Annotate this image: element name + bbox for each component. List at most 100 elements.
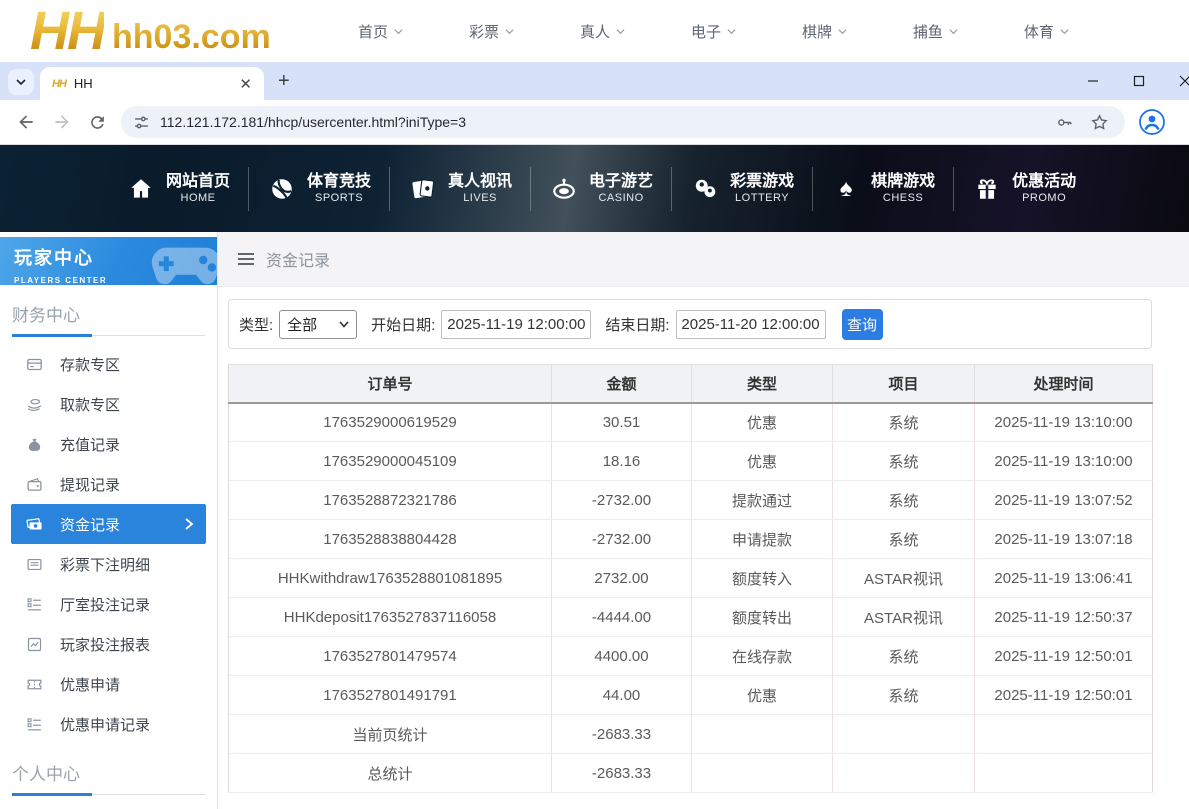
hero-nav-item-home[interactable]: 网站首页 HOME [108,172,248,206]
sidebar-item-message-notice[interactable]: 消息公告 [0,803,217,809]
end-date-input[interactable] [675,309,826,339]
sidebar-item-player-bet-report[interactable]: 玩家投注报表 [0,624,217,664]
table-row: 总统计 -2683.33 [228,753,1153,793]
back-button[interactable] [16,112,36,132]
cell-type: 额度转入 [691,558,833,598]
sidebar-item-withdrawal-records[interactable]: 提现记录 [0,464,217,504]
hero-nav-en: LOTTERY [735,191,790,204]
personal-menu: 消息公告 [0,803,217,809]
gamepad-icon [151,247,217,285]
profile-avatar[interactable] [1139,109,1165,135]
divider [389,166,391,211]
finance-section-title: 财务中心 [12,301,205,337]
url-bar[interactable]: 112.121.172.181/hhcp/usercenter.html?ini… [121,106,1125,138]
reload-button[interactable] [88,113,107,132]
hero-nav-zh: 电子游艺 [589,172,654,190]
players-center-banner: 玩家中心 PLAYERS CENTER [0,237,217,285]
top-nav-label: 体育 [1023,23,1054,41]
top-nav: 首页 彩票 真人 电子 棋牌 捕鱼 体育 [358,21,1069,42]
hero-nav-item-chess[interactable]: ♠ 棋牌游戏 CHESS [813,172,953,206]
new-tab-button[interactable]: + [278,70,290,92]
cell-type [691,714,833,754]
cell-type: 优惠 [691,402,833,442]
top-nav-item-slots[interactable]: 电子 [691,21,736,42]
tab-search-button[interactable] [8,69,34,95]
cell-order-id: 总统计 [228,753,552,793]
window-close-button[interactable] [1179,75,1189,87]
top-nav-label: 电子 [690,23,721,41]
hero-nav-item-casino[interactable]: 电子游艺 CASINO [531,172,671,206]
hero-nav-zh: 网站首页 [166,172,231,190]
sidebar-item-withdraw-zone[interactable]: 取款专区 [0,384,217,424]
query-button[interactable]: 查询 [841,308,883,340]
sidebar-item-fund-records[interactable]: 资金记录 [11,504,206,544]
cell-type: 优惠 [691,441,833,481]
table-row: 1763527801491791 44.00 优惠 系统 2025-11-19 … [228,675,1153,715]
cell-project [832,753,975,793]
hero-nav-zh: 体育竞技 [307,172,372,190]
cell-order-id: 1763528872321786 [228,480,552,520]
table-row: 1763529000045109 18.16 优惠 系统 2025-11-19 … [228,441,1153,481]
banner-subtitle: PLAYERS CENTER [14,276,108,285]
cell-amount: 2732.00 [551,558,692,598]
divider [530,166,532,211]
top-nav-item-lottery[interactable]: 彩票 [469,21,514,42]
top-nav-label: 真人 [579,23,610,41]
chevron-down-icon [727,27,736,36]
top-nav-item-home[interactable]: 首页 [358,21,403,42]
sidebar-item-promo-apply[interactable]: 优惠申请 [0,664,217,704]
col-header-process-time: 处理时间 [974,364,1153,404]
hero-nav-item-lottery[interactable]: 彩票游戏 LOTTERY [672,172,812,206]
hero-nav-item-sports[interactable]: 体育竞技 SPORTS [249,172,389,206]
top-nav-item-fishing[interactable]: 捕鱼 [913,21,958,42]
hero-nav-item-lives[interactable]: 真人视讯 LIVES [390,172,530,206]
sidebar-item-promo-apply-records[interactable]: 优惠申请记录 [0,704,217,744]
site-settings-icon[interactable] [133,114,150,131]
sidebar-item-room-bet-records[interactable]: 厅室投注记录 [0,584,217,624]
table-row: 1763527801479574 4400.00 在线存款 系统 2025-11… [228,636,1153,676]
site-logo[interactable]: HH hh03.com [30,4,271,58]
tab-title: HH [73,76,93,91]
cell-type: 申请提款 [691,519,833,559]
tab-close-icon[interactable]: ✕ [239,75,252,93]
cell-order-id: 1763528838804428 [228,519,552,559]
password-key-icon[interactable] [1055,113,1074,132]
cell-project: 系统 [832,480,975,520]
cell-type: 优惠 [691,675,833,715]
cell-project [832,714,975,754]
banner-title: 玩家中心 [14,248,94,268]
report-chart-icon [26,636,44,653]
cell-process-time: 2025-11-19 12:50:01 [974,675,1153,715]
sidebar-item-deposit-zone[interactable]: 存款专区 [0,344,217,384]
sidebar-item-lottery-bet-detail[interactable]: 彩票下注明细 [0,544,217,584]
forward-button[interactable] [52,112,72,132]
table-row: 1763528838804428 -2732.00 申请提款 系统 2025-1… [228,519,1153,559]
logo-domain-text: hh03.com [112,18,271,56]
end-date-label: 结束日期: [605,316,670,334]
cell-amount: -2732.00 [551,480,692,520]
top-nav-item-live[interactable]: 真人 [580,21,625,42]
cell-amount: 18.16 [551,441,692,481]
type-select[interactable]: 全部 [279,309,358,339]
cell-order-id: 当前页统计 [228,714,552,754]
chevron-down-icon [838,27,847,36]
sidebar-item-recharge-records[interactable]: 充值记录 [0,424,217,464]
hero-nav-en: CASINO [598,191,644,204]
window-minimize-button[interactable] [1087,75,1133,87]
hero-nav-en: PROMO [1022,191,1067,204]
sidebar-item-label: 充值记录 [60,436,121,454]
browser-tab[interactable]: HH HH ✕ [40,67,264,100]
top-nav-item-chess[interactable]: 棋牌 [802,21,847,42]
start-date-input[interactable] [441,309,592,339]
top-nav-item-sports[interactable]: 体育 [1024,21,1069,42]
menu-icon[interactable] [238,253,254,265]
url-text[interactable]: 112.121.172.181/hhcp/usercenter.html?ini… [160,114,467,130]
chevron-down-icon [1060,27,1069,36]
divider [812,166,814,211]
bookmark-star-icon[interactable] [1090,113,1109,132]
playing-cards-icon [408,176,438,202]
hero-nav-en: CHESS [882,191,924,204]
window-maximize-button[interactable] [1133,75,1179,87]
browser-toolbar: 112.121.172.181/hhcp/usercenter.html?ini… [0,100,1189,145]
hero-nav-item-promo[interactable]: 优惠活动 PROMO [954,172,1094,206]
